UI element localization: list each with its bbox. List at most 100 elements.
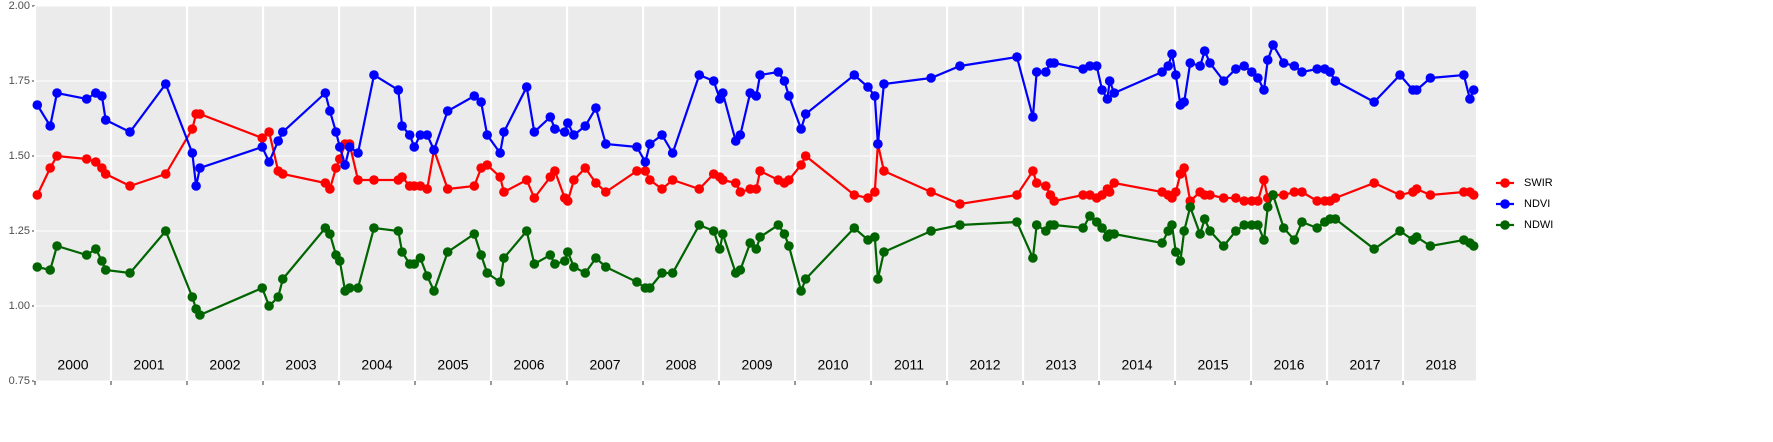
data-point <box>562 196 573 206</box>
data-point <box>257 133 268 143</box>
data-point <box>482 130 493 140</box>
data-point <box>1028 112 1038 122</box>
data-point <box>125 127 135 137</box>
data-point <box>773 67 784 77</box>
data-point <box>45 163 56 173</box>
data-point <box>1231 193 1241 203</box>
data-point <box>1179 97 1189 107</box>
y-tick-label: 0.75 <box>9 375 30 387</box>
data-point <box>277 127 288 137</box>
data-point <box>849 190 860 200</box>
data-point <box>81 154 92 164</box>
data-point <box>1163 61 1173 71</box>
data-point <box>796 124 806 134</box>
data-point <box>1369 97 1379 107</box>
data-point <box>1468 190 1479 200</box>
data-point <box>45 265 56 275</box>
data-point <box>1012 52 1022 62</box>
legend-item: NDWI <box>1496 219 1553 231</box>
data-point <box>187 292 198 302</box>
data-point <box>1170 187 1181 197</box>
data-point <box>800 151 811 161</box>
data-point <box>955 220 965 230</box>
data-point <box>779 76 790 86</box>
data-point <box>600 262 611 272</box>
data-point <box>1078 223 1088 233</box>
data-point <box>1041 181 1051 191</box>
data-point <box>1179 163 1189 173</box>
data-point <box>160 226 171 236</box>
year-label: 2015 <box>1197 357 1228 373</box>
data-point <box>1199 46 1210 56</box>
y-tick-label: 1.75 <box>9 75 30 87</box>
data-point <box>195 163 205 173</box>
data-point <box>1218 241 1229 251</box>
data-point <box>645 175 655 185</box>
data-point <box>849 70 860 80</box>
data-point <box>1091 61 1102 71</box>
year-label: 2005 <box>437 357 468 373</box>
data-point <box>1411 232 1422 242</box>
data-point <box>632 166 642 176</box>
data-point <box>1097 85 1107 95</box>
data-point <box>879 247 889 257</box>
data-point <box>393 226 404 236</box>
data-point <box>800 109 811 119</box>
data-point <box>849 223 860 233</box>
data-point <box>91 157 101 167</box>
data-point <box>926 187 936 197</box>
data-point <box>1395 190 1405 200</box>
data-point <box>331 127 341 137</box>
data-point <box>264 127 274 137</box>
data-point <box>640 157 651 167</box>
data-point <box>1185 202 1196 212</box>
data-point <box>1109 88 1120 98</box>
data-point <box>334 256 345 266</box>
data-point <box>718 175 728 185</box>
data-point <box>1109 229 1120 239</box>
data-point <box>657 130 667 140</box>
data-point <box>600 187 611 197</box>
data-point <box>369 70 379 80</box>
data-point <box>1205 58 1215 68</box>
data-point <box>708 76 719 86</box>
data-point <box>1425 73 1436 83</box>
data-point <box>1031 178 1042 188</box>
data-point <box>273 136 284 146</box>
data-point <box>1246 67 1257 77</box>
data-point <box>1459 70 1469 80</box>
data-point <box>1041 67 1051 77</box>
data-point <box>1253 196 1263 206</box>
data-point <box>926 226 936 236</box>
data-point <box>45 121 56 131</box>
data-point <box>1259 85 1269 95</box>
data-point <box>160 79 171 89</box>
data-point <box>870 232 880 242</box>
data-point <box>569 262 579 272</box>
year-label: 2017 <box>1349 357 1380 373</box>
data-point <box>632 277 642 287</box>
data-point <box>393 85 404 95</box>
data-point <box>353 175 363 185</box>
legend-label: NDVI <box>1524 198 1550 210</box>
data-point <box>591 103 601 113</box>
data-point <box>1259 175 1269 185</box>
data-point <box>755 232 765 242</box>
data-point <box>369 223 379 233</box>
data-point <box>100 265 111 275</box>
data-point <box>1278 58 1289 68</box>
data-point <box>730 178 741 188</box>
data-point <box>187 148 198 158</box>
data-point <box>1097 223 1107 233</box>
legend-key-point <box>1500 199 1510 209</box>
data-point <box>1325 67 1335 77</box>
data-point <box>1012 217 1022 227</box>
data-point <box>52 151 62 161</box>
data-point <box>1239 61 1249 71</box>
data-point <box>735 265 746 275</box>
data-point <box>755 70 765 80</box>
series <box>32 190 1479 320</box>
data-point <box>334 142 345 152</box>
